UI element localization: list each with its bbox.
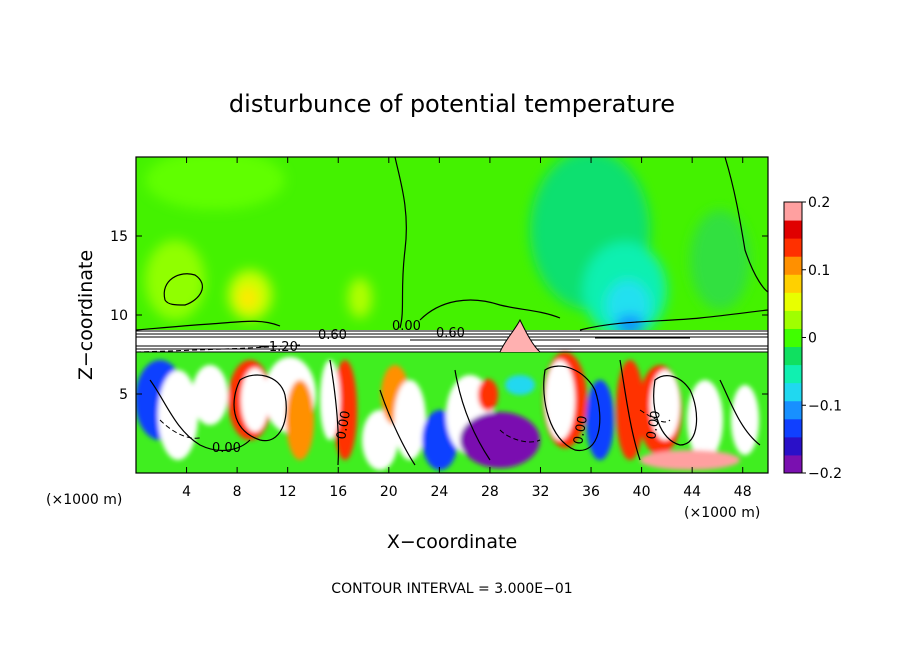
colorbar-segment [784,328,802,348]
contour-label: 0.60 [318,328,347,343]
y-tick-label: 10 [110,308,128,324]
colorbar-segment [784,220,802,239]
colorbar-tick-label: 0.2 [808,195,830,211]
chart-title: disturbunce of potential temperature [229,90,675,118]
y-axis-unit: (×1000 m) [46,492,122,508]
colorbar-segment [784,436,802,456]
x-tick-label: 44 [683,484,701,500]
contour-label: 0.00 [212,441,241,456]
colorbar-tick-label: −0.2 [808,466,842,482]
contour-interval-note: CONTOUR INTERVAL = 3.000E−01 [331,581,572,597]
y-axis-label: Z−coordinate [75,250,97,380]
colorbar-tick-label: −0.1 [808,398,842,414]
colorbar-segment [784,346,802,366]
x-tick-label: 40 [633,484,651,500]
x-tick-label: 8 [233,484,242,500]
contour-label: −1.20 [258,340,298,355]
colorbar-segment [784,274,802,293]
colorbar-segment [784,382,802,402]
colorbar-segment [784,400,802,420]
y-tick-label: 15 [110,229,128,245]
x-tick-label: 32 [532,484,550,500]
y-axis: 5 10 15 [110,229,768,403]
x-tick-label: 48 [734,484,752,500]
colorbar-segment [784,202,802,221]
colorbar-ticks: 0.2 0.1 0 −0.1 −0.2 [802,195,842,482]
x-tick-label: 24 [430,484,448,500]
contour-label: 0.00 [392,319,421,334]
colorbar-segment [784,238,802,257]
y-tick-label: 5 [119,387,128,403]
colorbar-tick-label: 0.1 [808,263,830,279]
heatmap-field [136,157,768,473]
colorbar-tick-label: 0 [808,331,817,347]
x-axis-label: X−coordinate [387,531,517,553]
x-axis-unit: (×1000 m) [684,505,760,521]
contour-label: 0.00 [334,410,354,441]
contour-label: 0.00 [644,410,664,441]
x-tick-label: 20 [380,484,398,500]
x-tick-label: 36 [582,484,600,500]
contour-label: 0.00 [571,415,591,446]
colorbar-segment [784,292,802,311]
x-tick-label: 12 [279,484,297,500]
colorbar [784,202,802,474]
contour-label: 0.60 [436,326,465,341]
x-tick-label: 4 [182,484,191,500]
x-tick-label: 16 [329,484,347,500]
colorbar-segment [784,310,802,329]
x-tick-label: 28 [481,484,499,500]
colorbar-segment [784,418,802,438]
colorbar-segment [784,454,802,474]
x-axis: 4 8 12 16 20 24 28 32 36 40 44 48 [182,157,752,500]
colorbar-segment [784,256,802,275]
colorbar-segment [784,364,802,384]
